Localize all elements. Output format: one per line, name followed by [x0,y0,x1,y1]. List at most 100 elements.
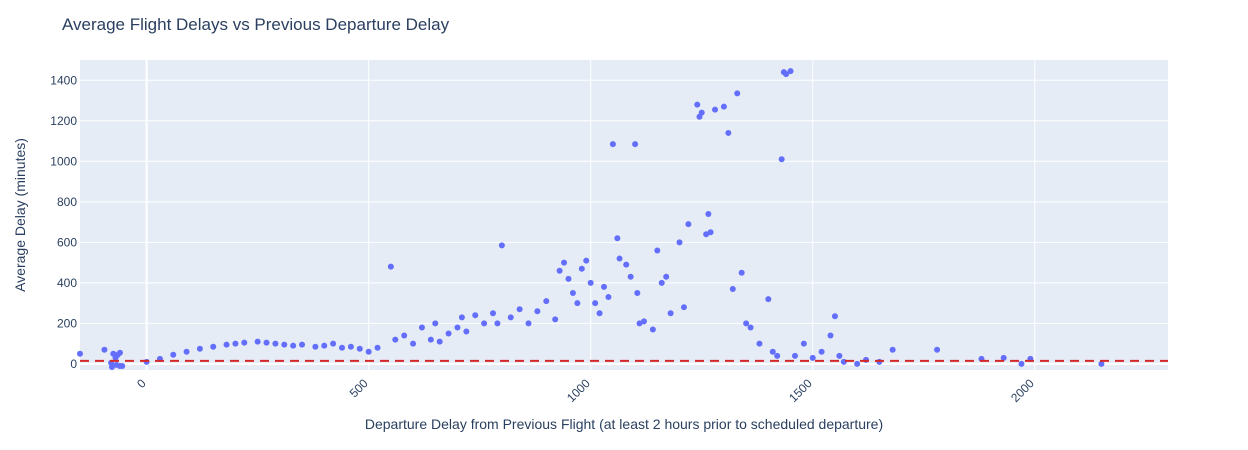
data-point [769,348,776,355]
x-axis-ticks: 0 500 1000 1500 2000 [134,376,1037,405]
data-point [725,129,732,136]
data-point [734,90,741,97]
data-point [170,351,177,358]
data-point [1018,360,1025,367]
data-point [778,156,785,163]
data-point [143,358,150,365]
y-tick-label: 800 [57,195,77,209]
data-point [680,304,687,311]
data-point [436,338,443,345]
chart-title: Average Flight Delays vs Previous Depart… [62,15,450,34]
data-point [427,336,434,343]
grid-lines [80,60,1168,370]
plot-background [80,60,1168,370]
data-point [232,340,239,347]
y-tick-label: 1400 [50,73,77,87]
data-point [592,300,599,307]
data-point [1000,354,1007,361]
data-point [707,229,714,236]
data-point [432,320,439,327]
data-point [374,344,381,351]
data-point [854,360,861,367]
data-point [831,313,838,320]
y-tick-label: 0 [70,357,77,371]
data-point [312,343,319,350]
data-point [601,283,608,290]
data-point [623,261,630,268]
data-point [387,263,394,270]
data-point [840,358,847,365]
data-point [774,352,781,359]
data-point [627,273,634,280]
data-point [516,306,523,313]
data-point [481,320,488,327]
data-point [561,259,568,266]
y-tick-label: 400 [57,276,77,290]
x-tick-label: 500 [347,376,371,400]
data-point [705,210,712,217]
data-point [565,275,572,282]
data-point [401,332,408,339]
data-point [489,310,496,317]
data-point [210,343,217,350]
data-point [263,339,270,346]
data-point [676,239,683,246]
data-point [454,324,461,331]
data-point [418,324,425,331]
data-point [654,247,661,254]
data-point [712,106,719,113]
y-tick-label: 200 [57,316,77,330]
data-point [583,257,590,264]
data-point [458,314,465,321]
data-point [720,103,727,110]
data-point [694,101,701,108]
data-point [729,285,736,292]
data-point [241,339,248,346]
data-point [818,348,825,355]
data-point [254,338,261,345]
x-axis-label: Departure Delay from Previous Flight (at… [365,416,883,432]
data-point [863,356,870,363]
x-tick-label: 1000 [564,376,593,405]
data-point [596,310,603,317]
data-point [281,341,288,348]
data-point [738,269,745,276]
data-point [330,340,337,347]
data-point [605,294,612,301]
data-point [787,68,794,75]
y-tick-label: 1200 [50,114,77,128]
data-point [649,326,656,333]
data-point [552,316,559,323]
data-point [634,290,641,297]
y-axis-ticks: 0 200 400 600 800 1000 1200 1400 [50,73,77,371]
data-point [609,141,616,148]
data-point [534,308,541,315]
data-point [667,310,674,317]
data-point [934,346,941,353]
data-point [356,345,363,352]
data-point [765,296,772,303]
data-point [556,267,563,274]
data-point [272,340,279,347]
data-point [663,273,670,280]
data-point [445,330,452,337]
data-point [196,345,203,352]
data-point [525,320,532,327]
data-point [223,341,230,348]
data-point [614,235,621,242]
data-point [578,265,585,272]
data-point [347,343,354,350]
data-point [632,141,639,148]
data-point [783,71,790,78]
data-point [747,324,754,331]
data-point [290,342,297,349]
data-point [587,279,594,286]
data-point [116,362,123,369]
data-point [339,344,346,351]
x-tick-label: 1500 [786,376,815,405]
data-point [299,341,306,348]
data-point [116,349,123,356]
data-point [685,221,692,228]
data-point [183,348,190,355]
